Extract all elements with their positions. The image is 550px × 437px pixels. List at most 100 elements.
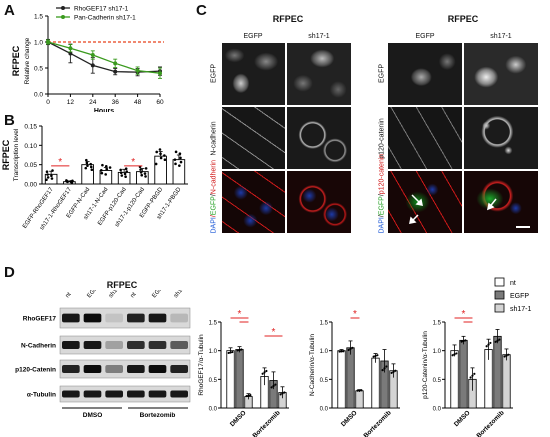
- data-dot: [159, 152, 162, 156]
- data-dot: [120, 174, 124, 177]
- data-dot: [123, 172, 127, 176]
- x-axis-title: Hours: [94, 108, 114, 112]
- data-point: [113, 69, 118, 74]
- western-blot: nt EGFP sh17-1 nt EGFP sh17-1 RhoGEF17 N-Cadher…: [15, 290, 191, 419]
- image-p120-sh17-right: [464, 107, 538, 169]
- data-dot: [45, 178, 48, 182]
- data-dot: [125, 170, 129, 173]
- line-chart-a: 0.0 0.5 1.0 1.5 0 12 24 36 48 60 Hours Relative cha…: [11, 6, 164, 112]
- legend-label: Pan-Cadherin sh17-1: [74, 15, 136, 22]
- bar: [136, 171, 149, 185]
- significance-star: *: [131, 157, 135, 168]
- data-point: [46, 40, 50, 44]
- y-axis-title: Relative change: [24, 37, 31, 84]
- blot-band: [83, 313, 102, 323]
- data-dot: [179, 156, 182, 160]
- y-tick-label: 1.0: [34, 40, 43, 47]
- y-tick-label: 1.0: [320, 349, 329, 355]
- data-dot: [66, 180, 69, 184]
- data-dot: [50, 174, 53, 178]
- blot-band: [83, 390, 102, 398]
- bar: [355, 390, 364, 409]
- blot-strip: [59, 307, 191, 329]
- image-p120-egfp-right: [388, 107, 462, 169]
- data-dot: [46, 176, 50, 179]
- arrow-icon: [409, 194, 497, 224]
- data-dot: [70, 181, 74, 185]
- y-tick-label: 1.0: [209, 349, 218, 355]
- blot-strip: [59, 335, 191, 355]
- data-dot: [249, 394, 252, 397]
- data-dot: [71, 179, 74, 183]
- significance-star: *: [353, 309, 357, 320]
- y-tick-label: 0.00: [24, 182, 37, 189]
- data-dot: [108, 166, 112, 169]
- y-tick-label: 0.05: [24, 162, 37, 169]
- data-dot: [383, 367, 386, 370]
- image-merge-egfp-left: [222, 171, 285, 233]
- data-dot: [46, 173, 49, 176]
- data-dot: [360, 389, 363, 392]
- data-dot: [174, 150, 178, 154]
- data-dot: [487, 343, 490, 346]
- y-tick-label: 1.5: [209, 321, 218, 327]
- data-dot: [163, 154, 166, 157]
- data-dot: [385, 365, 388, 368]
- y-tick-label: 0.10: [24, 143, 37, 150]
- blot-band: [170, 390, 188, 398]
- blot-band: [127, 313, 145, 323]
- y-tick-label: 1.5: [433, 321, 442, 327]
- blot-label: RhoGEF17: [23, 316, 57, 323]
- data-dot: [100, 171, 104, 175]
- image-ncad-sh17-left: [287, 107, 351, 169]
- blot-label: N-Cadherin: [21, 343, 56, 350]
- group-label: DMSO: [453, 409, 472, 428]
- panel-label-b: B: [4, 112, 15, 129]
- bar-charts-d: nt EGFP sh17-1 0.0 0.5 1.0 1.5 RhoGEF17/α-Tubul…: [198, 277, 532, 437]
- image-egfp-egfp-right: [388, 43, 462, 105]
- data-dot: [124, 167, 128, 171]
- data-dot: [105, 167, 109, 171]
- significance-star: *: [238, 309, 242, 320]
- data-dot: [173, 158, 177, 161]
- data-dot: [485, 345, 488, 348]
- data-dot: [358, 389, 361, 392]
- y-tick-label: 0.0: [433, 407, 442, 413]
- data-dot: [505, 354, 508, 357]
- col-label-sh17-right: sh17-1: [490, 33, 512, 40]
- image-egfp-sh17-left: [287, 43, 351, 105]
- panel-label-d: D: [4, 264, 15, 281]
- legend-marker: [61, 15, 65, 19]
- data-dot: [139, 168, 142, 171]
- blot-band: [83, 341, 102, 349]
- data-dot: [347, 348, 350, 352]
- data-dot: [158, 148, 162, 151]
- data-dot: [338, 350, 341, 353]
- data-dot: [261, 372, 264, 375]
- data-point: [90, 63, 95, 68]
- data-dot: [464, 339, 467, 342]
- data-dot: [89, 162, 93, 166]
- col-label-egfp-left: EGFP: [243, 33, 263, 40]
- data-dot: [85, 161, 89, 165]
- data-dot: [462, 339, 465, 343]
- y-tick-label: 0.5: [320, 378, 329, 384]
- data-dot: [247, 394, 250, 397]
- group-label: Bortezomib: [251, 409, 281, 437]
- blot-band: [83, 365, 102, 373]
- data-dot: [460, 340, 463, 343]
- data-dot: [274, 383, 277, 386]
- data-dot: [178, 152, 182, 155]
- data-dot: [86, 164, 89, 168]
- x-tick-label: 0: [46, 99, 50, 106]
- lane-label: nt: [65, 291, 73, 299]
- y-tick-label: 1.5: [320, 321, 329, 327]
- data-point: [68, 46, 73, 51]
- panel-c-title-left: RFPEC: [272, 14, 304, 24]
- data-dot: [455, 352, 458, 355]
- data-point: [68, 51, 73, 56]
- data-dot: [349, 347, 352, 351]
- data-dot: [45, 170, 49, 174]
- data-dot: [270, 386, 273, 389]
- blot-band: [127, 390, 145, 398]
